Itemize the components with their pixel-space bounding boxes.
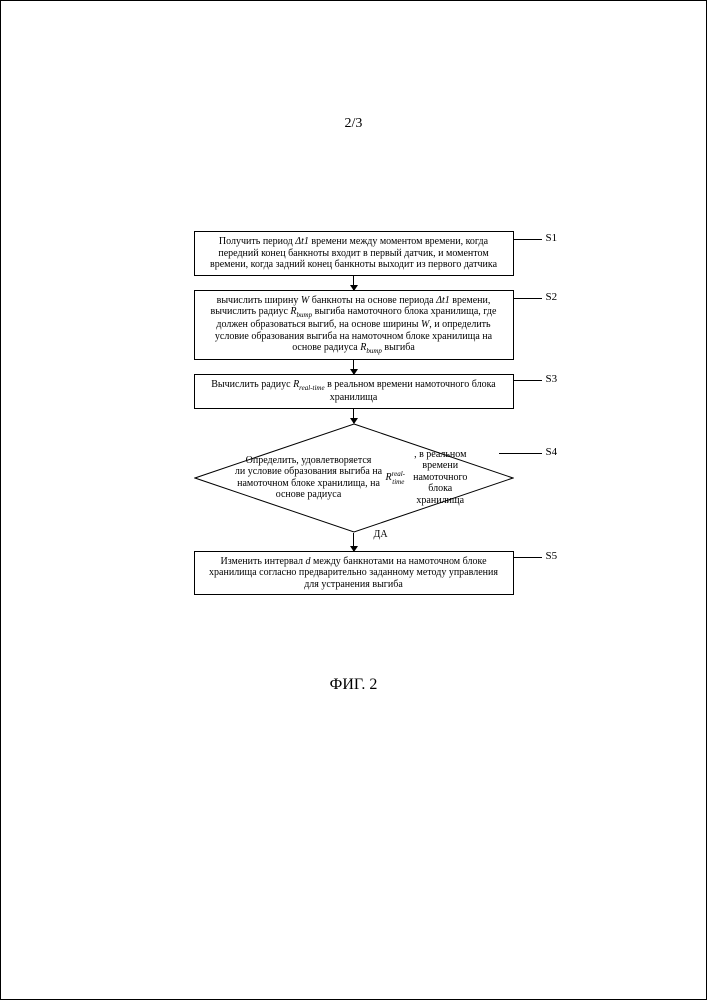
leader-line: [514, 380, 542, 381]
yes-text: ДА: [374, 529, 388, 540]
step-s5-box: Изменить интервал d между банкнотами на …: [194, 551, 514, 596]
yes-branch-label: ДА: [194, 533, 514, 551]
step-s2-box: вычислить ширину W банкноты на основе пе…: [194, 290, 514, 361]
figure-label: ФИГ. 2: [1, 676, 706, 694]
step-s1: Получить период Δt1 времени между момент…: [194, 231, 514, 276]
step-s3-box: Вычислить радиус Rreal-time в реальном в…: [194, 374, 514, 409]
arrow-icon: [353, 276, 354, 290]
leader-line: [514, 239, 542, 240]
arrow-icon: [353, 409, 354, 423]
leader-line: [499, 453, 542, 454]
leader-line: [514, 298, 542, 299]
step-s5-label: S5: [546, 551, 558, 562]
step-s3-label: S3: [546, 374, 558, 385]
step-s3: Вычислить радиус Rreal-time в реальном в…: [194, 374, 514, 409]
arrow-icon: [353, 533, 354, 551]
leader-line: [514, 557, 542, 558]
step-s2-label: S2: [546, 292, 558, 303]
arrow-icon: [353, 360, 354, 374]
page: 2/3 Получить период Δt1 времени между мо…: [0, 0, 707, 1000]
step-s4-text: Определить, удовлетворяется ли условие о…: [194, 423, 514, 533]
step-s4-label: S4: [546, 447, 558, 458]
step-s5: Изменить интервал d между банкнотами на …: [194, 551, 514, 596]
flowchart: Получить период Δt1 времени между момент…: [1, 231, 706, 595]
page-number: 2/3: [1, 116, 706, 132]
decision-diamond: Определить, удовлетворяется ли условие о…: [194, 423, 514, 533]
step-s2: вычислить ширину W банкноты на основе пе…: [194, 290, 514, 361]
step-s1-label: S1: [546, 233, 558, 244]
step-s4: Определить, удовлетворяется ли условие о…: [194, 423, 514, 533]
step-s1-box: Получить период Δt1 времени между момент…: [194, 231, 514, 276]
